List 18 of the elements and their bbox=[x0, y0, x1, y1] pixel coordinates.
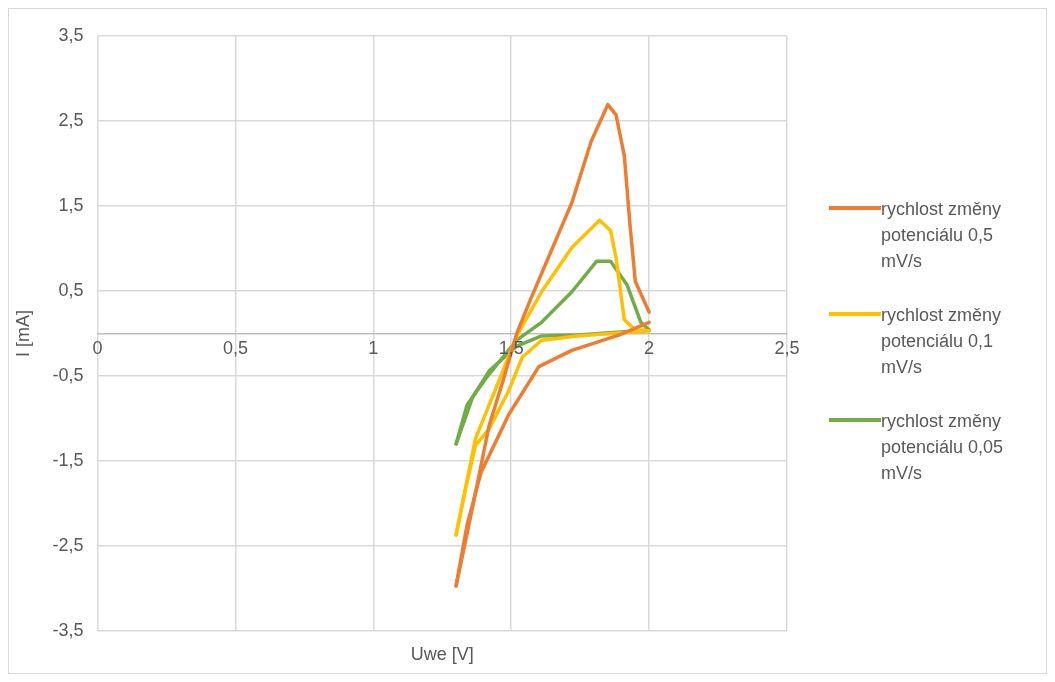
y-tick-label: -2,5 bbox=[52, 534, 84, 555]
y-tick-label: 0,5 bbox=[58, 279, 84, 300]
y-tick-label: 3,5 bbox=[58, 24, 84, 45]
y-tick-label: -1,5 bbox=[52, 449, 84, 470]
legend-label: rychlost změny potenciálu 0,05 mV/s bbox=[881, 410, 1005, 485]
y-tick-label: 1,5 bbox=[58, 194, 84, 215]
x-tick-label: 2 bbox=[644, 338, 655, 359]
x-axis-title: Uwe [V] bbox=[410, 643, 474, 664]
y-tick-label: -3,5 bbox=[52, 619, 84, 640]
y-tick-label: -0,5 bbox=[52, 364, 84, 385]
x-tick-label: 0 bbox=[92, 338, 103, 359]
y-axis-title: I [mA] bbox=[12, 309, 33, 357]
y-tick-label: 2,5 bbox=[58, 109, 84, 130]
legend-label: rychlost změny potenciálu 0,1 mV/s bbox=[881, 304, 1003, 379]
legend-label: rychlost změny potenciálu 0,5 mV/s bbox=[881, 198, 1003, 273]
x-tick-label: 1 bbox=[368, 338, 379, 359]
x-tick-label: 2,5 bbox=[774, 338, 800, 359]
x-tick-label: 0,5 bbox=[222, 338, 249, 359]
